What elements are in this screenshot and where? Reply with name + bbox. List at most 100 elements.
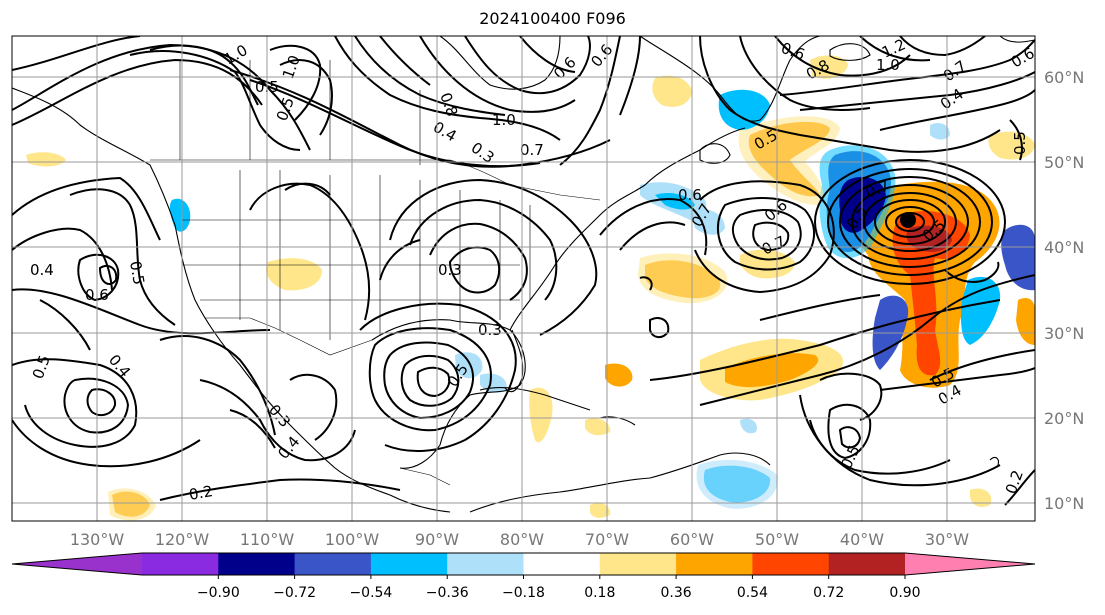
- contour-line: [416, 366, 451, 398]
- colorbar-outline: [11, 552, 1036, 576]
- contour-line: [379, 239, 421, 281]
- contour-line: [159, 335, 276, 436]
- contour-label: 0.5: [126, 260, 148, 287]
- colorbar-segment: [142, 553, 219, 575]
- colorbar-tick-label: 0.90: [889, 585, 920, 601]
- shade-light-negative: [930, 123, 950, 140]
- contour-label: 0.4: [30, 261, 54, 279]
- contour-line: [838, 426, 862, 449]
- contour-line: [599, 198, 708, 256]
- shade-positive: [108, 488, 156, 521]
- contour-line: [464, 36, 591, 95]
- contour-line: [879, 367, 1035, 391]
- shade-strong-positive: [892, 211, 970, 376]
- shade-positive: [605, 363, 633, 387]
- latitude-labels: 60°N 50°N 40°N 30°N 20°N 10°N: [1044, 68, 1084, 513]
- coastlines: [12, 36, 1035, 513]
- contour-line: [249, 182, 371, 321]
- contour-line: [419, 36, 576, 113]
- colorbar-segment: [676, 553, 753, 575]
- border-central-america: [399, 467, 451, 486]
- contour-line: [699, 36, 1001, 153]
- contour-line: [12, 227, 113, 291]
- shade-light-negative: [655, 193, 695, 210]
- lon-label: 100°W: [325, 530, 380, 549]
- colorbar-extend-min: [12, 553, 142, 575]
- colorbar-segment: [294, 553, 372, 575]
- lat-label: 60°N: [1044, 68, 1084, 87]
- colorbar-tick-label: −0.90: [197, 585, 240, 601]
- contour-line: [249, 79, 541, 168]
- contour-line: [279, 59, 333, 136]
- contour-label: 1.0: [492, 111, 516, 129]
- contour-line: [284, 182, 331, 196]
- lat-label: 10°N: [1044, 494, 1084, 513]
- contour-line: [944, 261, 1000, 283]
- lat-label: 40°N: [1044, 238, 1084, 257]
- contour-label: 0.7: [520, 141, 544, 159]
- contour-line: [12, 176, 161, 241]
- shade-positive: [652, 75, 692, 107]
- lat-label: 30°N: [1044, 324, 1084, 343]
- contour-label: 0.3: [438, 261, 462, 279]
- contour-line: [429, 222, 528, 301]
- contour-line: [799, 71, 1035, 111]
- contour-line: [699, 274, 1035, 406]
- shade-positive: [585, 418, 611, 436]
- shade-positive: [970, 488, 992, 507]
- colorbar-tick-label: 0.54: [737, 585, 768, 601]
- lon-label: 50°W: [755, 530, 799, 549]
- contour-line: [354, 36, 506, 116]
- shade-positive: [590, 503, 611, 518]
- shade-positive: [26, 152, 66, 167]
- contour-line: [739, 36, 871, 111]
- contour-line: [12, 358, 138, 448]
- contour-line: [359, 302, 517, 453]
- shade-light-negative: [696, 459, 779, 509]
- graticule: [12, 36, 1035, 521]
- coastline-gulf: [371, 319, 526, 469]
- colorbar-segment: [218, 553, 296, 575]
- contour-line: [12, 36, 141, 71]
- shade-negative: [1001, 224, 1035, 291]
- longitude-labels: 130°W 120°W 110°W 100°W 90°W 80°W 70°W 6…: [70, 530, 969, 549]
- contour-line: [77, 253, 120, 302]
- contour-line: [717, 197, 816, 271]
- contour-line: [879, 89, 1035, 131]
- contour-line: [639, 276, 653, 291]
- colorbar-tick-label: −0.18: [502, 585, 545, 601]
- contour-line: [559, 36, 621, 166]
- shade-light-negative: [455, 352, 483, 379]
- contour-line: [899, 36, 986, 57]
- shade-light-negative: [740, 418, 757, 434]
- shade-negative: [718, 89, 770, 130]
- contour-line: [732, 209, 802, 261]
- contour-label: 0.3: [478, 321, 502, 339]
- contour-line: [774, 36, 911, 77]
- colorbar-segment: [828, 553, 906, 575]
- colorbar-extend-max: [905, 553, 1035, 575]
- contour-label: 0.5: [1011, 131, 1029, 155]
- contour-line: [334, 36, 561, 141]
- contour-line: [129, 50, 301, 151]
- contour-line: [149, 44, 259, 106]
- colorbar: −0.90 −0.72 −0.54 −0.36 −0.18 0.18 0.36 0.54 0.7…: [11, 552, 1036, 601]
- contour-line: [1009, 119, 1023, 161]
- lon-label: 30°W: [925, 530, 969, 549]
- contour-label: 0.2: [188, 482, 215, 504]
- contour-label: 1.0: [876, 56, 900, 74]
- coastline-cuba: [479, 386, 591, 411]
- contour-line: [1004, 469, 1035, 506]
- colorbar-tick-label: 0.36: [661, 585, 692, 601]
- contour-line: [827, 403, 872, 460]
- lon-label: 110°W: [240, 530, 295, 549]
- lat-label: 50°N: [1044, 153, 1084, 172]
- coastline-azores: [989, 456, 999, 466]
- lon-label: 90°W: [415, 530, 459, 549]
- lat-label: 20°N: [1044, 409, 1084, 428]
- contour-line: [779, 39, 1035, 96]
- contour-line: [12, 288, 271, 335]
- lon-label: 80°W: [500, 530, 544, 549]
- shade-positive: [529, 387, 553, 443]
- colorbar-tick-label: 0.72: [813, 585, 844, 601]
